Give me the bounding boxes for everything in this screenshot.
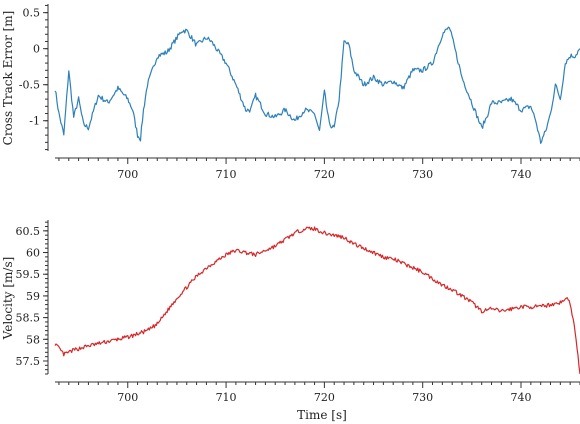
x-tick-label: 740 [511, 391, 532, 404]
y-tick-label: 59 [26, 290, 40, 303]
y-tick-label: 59.5 [16, 268, 41, 281]
y-axis-label: Velocity [m/s] [1, 257, 15, 341]
y-tick-label: 60 [26, 247, 40, 260]
x-tick-label: 740 [511, 168, 532, 181]
x-tick-label: 730 [412, 391, 433, 404]
axis-ticks: 700 710 720 730 740 60.5 60 59.5 59 58.5 58 57.5 [16, 221, 580, 404]
y-tick-label: 0 [33, 43, 40, 56]
x-tick-label: 730 [412, 168, 433, 181]
y-tick-label: -0.5 [19, 79, 40, 92]
y-tick-label: 58 [26, 333, 40, 346]
x-tick-label: 710 [216, 168, 237, 181]
y-tick-label: 57.5 [16, 355, 41, 368]
y-tick-label: 58.5 [16, 312, 41, 325]
y-tick-label: -1 [29, 115, 40, 128]
x-tick-label: 720 [314, 391, 335, 404]
x-tick-label: 710 [216, 391, 237, 404]
y-axis-label: Cross Track Error [m] [1, 11, 15, 146]
y-tick-label: 0.5 [23, 7, 41, 20]
x-tick-label: 700 [117, 391, 138, 404]
x-tick-label: 700 [117, 168, 138, 181]
cross-track-error-chart: 700 710 720 730 740 0.5 0 -0.5 -1 Cross Track Er… [1, 4, 580, 181]
velocity-chart: 700 710 720 730 740 60.5 60 59.5 59 58.5 58 57.5 Ve… [1, 220, 580, 422]
cross-track-error-line [54, 26, 580, 144]
x-axis-label: Time [s] [297, 408, 347, 422]
x-tick-label: 720 [314, 168, 335, 181]
velocity-line [54, 226, 580, 375]
axis-ticks: 700 710 720 730 740 0.5 0 -0.5 -1 [19, 4, 580, 181]
y-tick-label: 60.5 [16, 225, 41, 238]
